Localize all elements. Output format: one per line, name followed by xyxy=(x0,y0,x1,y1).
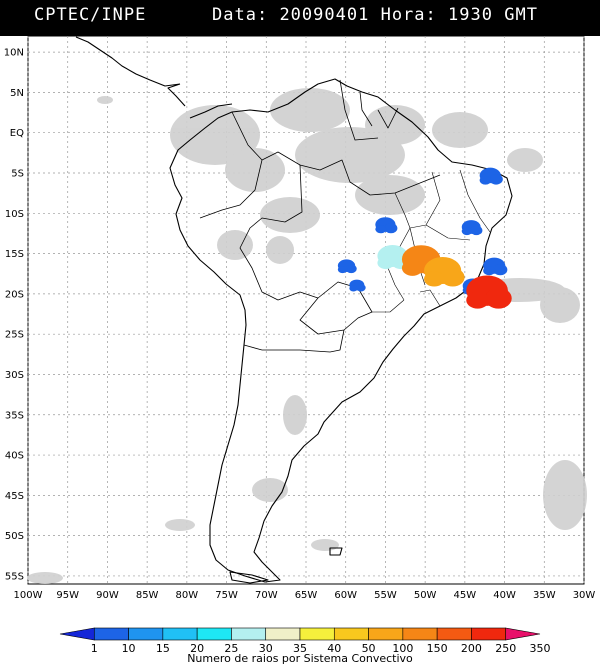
lon-tick-label: 30W xyxy=(573,590,596,601)
legend-swatch xyxy=(196,627,232,641)
legend-swatch xyxy=(505,627,541,641)
lat-tick-label: 30S xyxy=(5,370,24,381)
central-america-outline xyxy=(75,36,233,119)
lon-tick-label: 70W xyxy=(255,590,278,601)
lon-tick-label: 40W xyxy=(493,590,516,601)
convective-system xyxy=(377,244,411,270)
legend-title: Numero de raios por Sistema Convectivo xyxy=(187,652,413,665)
lat-tick-label: 50S xyxy=(5,531,24,542)
convective-system xyxy=(349,279,366,292)
legend-label: 15 xyxy=(156,642,170,655)
lat-tick-label: 10S xyxy=(5,209,24,220)
cloud-cover xyxy=(27,88,587,584)
legend-swatch xyxy=(436,627,472,641)
lon-tick-label: 95W xyxy=(56,590,79,601)
legend-swatch xyxy=(231,627,267,641)
lon-tick-label: 50W xyxy=(414,590,437,601)
latitude-axis: 10N 5N EQ 5S 10S 15S 20S 25S 30S 35S 40S 45S 50S 55S xyxy=(4,48,24,583)
convective-system xyxy=(479,167,503,185)
legend-swatch xyxy=(265,627,301,641)
lon-tick-label: 60W xyxy=(334,590,357,601)
header-bar: CPTEC/INPE Data: 20090401 Hora: 1930 GMT xyxy=(0,0,600,36)
lat-tick-label: 5S xyxy=(11,169,24,180)
falklands xyxy=(329,547,343,556)
lat-tick-label: 25S xyxy=(5,330,24,341)
source-label: CPTEC/INPE xyxy=(34,5,147,25)
legend-label: 35 xyxy=(293,642,307,655)
legend-label: 20 xyxy=(190,642,204,655)
lat-tick-label: 55S xyxy=(5,571,24,582)
lat-tick-label: 35S xyxy=(5,410,24,421)
lat-tick-label: 40S xyxy=(5,451,24,462)
legend-label: 25 xyxy=(224,642,238,655)
lon-tick-label: 85W xyxy=(136,590,159,601)
lon-tick-label: 90W xyxy=(96,590,119,601)
legend-label: 50 xyxy=(362,642,376,655)
date-label: Data: xyxy=(212,5,269,25)
legend-label: 200 xyxy=(461,642,482,655)
south-america-outline xyxy=(169,78,513,583)
legend-swatch xyxy=(471,627,507,641)
lat-tick-label: 15S xyxy=(5,249,24,260)
timezone-label: GMT xyxy=(504,5,538,25)
lon-tick-label: 55W xyxy=(374,590,397,601)
legend-label: 30 xyxy=(259,642,273,655)
timestamp-label: Data: 20090401 Hora: 1930 GMT xyxy=(212,5,538,25)
convective-systems xyxy=(337,167,512,309)
lon-tick-label: 35W xyxy=(533,590,556,601)
legend-label: 40 xyxy=(327,642,341,655)
legend-swatch xyxy=(93,627,129,641)
convective-system xyxy=(424,256,465,287)
convective-system xyxy=(461,220,483,236)
color-legend: 1 10 15 20 25 30 35 40 50 100 150 200 250 350 xyxy=(59,627,551,655)
legend-label: 100 xyxy=(392,642,413,655)
lon-tick-label: 75W xyxy=(215,590,238,601)
date-value: 20090401 xyxy=(279,5,370,25)
hour-value: 1930 xyxy=(448,5,493,25)
legend-swatch xyxy=(368,627,404,641)
convective-system xyxy=(466,275,512,309)
convective-system xyxy=(337,259,357,274)
lat-tick-label: 20S xyxy=(5,289,24,300)
legend-label: 150 xyxy=(427,642,448,655)
country-borders xyxy=(199,79,441,353)
legend-swatch xyxy=(402,627,438,641)
convective-system xyxy=(375,217,398,234)
legend-swatch xyxy=(128,627,164,641)
hour-label: Hora: xyxy=(380,5,437,25)
lat-tick-label: 10N xyxy=(4,48,24,59)
longitude-axis: 100W 95W 90W 85W 80W 75W 70W 65W 60W 55W 50W 45W 40W… xyxy=(14,590,596,601)
legend-swatch xyxy=(162,627,198,641)
lat-tick-label: 45S xyxy=(5,491,24,502)
convective-system xyxy=(483,257,508,276)
legend-swatch xyxy=(333,627,369,641)
legend-swatch xyxy=(299,627,335,641)
legend-label: 10 xyxy=(122,642,136,655)
coastline xyxy=(75,36,513,584)
lon-tick-label: 65W xyxy=(295,590,318,601)
legend-label: 250 xyxy=(495,642,516,655)
legend-label: 350 xyxy=(530,642,551,655)
lat-tick-label: EQ xyxy=(10,128,24,139)
lon-tick-label: 100W xyxy=(14,590,43,601)
lon-tick-label: 45W xyxy=(454,590,477,601)
tierra-del-fuego xyxy=(229,571,269,584)
lat-tick-label: 5N xyxy=(10,88,24,99)
legend-label: 1 xyxy=(91,642,98,655)
lon-tick-label: 80W xyxy=(176,590,199,601)
